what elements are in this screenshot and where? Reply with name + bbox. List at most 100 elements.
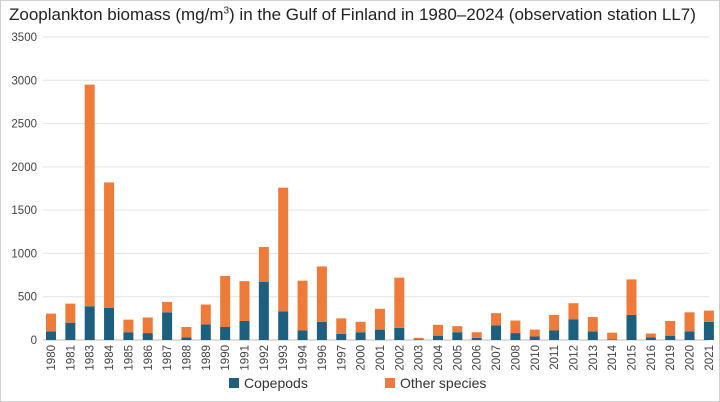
bar-segment [665, 335, 676, 340]
x-tick-label: 2002 [394, 345, 406, 371]
bar-segment [181, 337, 192, 340]
bar-segment [433, 324, 443, 336]
bar-segment [491, 325, 502, 340]
x-tick-label: 2008 [510, 345, 522, 371]
legend-swatch [385, 378, 395, 388]
x-tick-label: 2004 [433, 344, 445, 370]
x-tick-label: 2020 [685, 345, 697, 371]
legend-label: Other species [400, 375, 486, 391]
x-tick-label: 1985 [123, 345, 135, 371]
bar-segment [46, 313, 56, 332]
legend-label: Copepods [244, 375, 308, 391]
bar-segment [394, 277, 405, 328]
bar-segment [645, 337, 656, 340]
bar-segment [607, 332, 618, 340]
x-tick-label: 1983 [85, 345, 97, 371]
bar-segment [181, 327, 192, 338]
bar-segment [162, 301, 173, 313]
bar-segment [568, 303, 579, 320]
bar-segment [258, 281, 269, 340]
x-tick-label: 1980 [46, 345, 58, 371]
x-tick-label: 2000 [356, 345, 368, 371]
x-tick-label: 1984 [104, 344, 116, 370]
y-tick-label: 1000 [11, 248, 37, 260]
x-tick-label: 1994 [298, 344, 310, 370]
x-tick-label: 1988 [181, 345, 193, 371]
bar-segment [278, 187, 289, 312]
y-tick-label: 0 [31, 335, 37, 347]
chart-title: Zooplankton biomass (mg/m3) in the Gulf … [9, 5, 696, 25]
bar-segment [684, 331, 695, 340]
bar-segment [374, 308, 385, 330]
bar-segment [123, 332, 134, 340]
chart-title-prefix: Zooplankton biomass (mg/m [9, 5, 224, 24]
bar-segment [104, 307, 115, 340]
x-tick-label: 2013 [588, 345, 600, 371]
bar-segment [549, 330, 560, 340]
y-tick-label: 500 [18, 292, 37, 304]
bar-segment [316, 321, 327, 340]
bar-segment [452, 332, 463, 340]
x-tick-label: 2007 [491, 345, 503, 371]
bar-segment [104, 182, 115, 308]
bar-segment [433, 335, 443, 340]
legend-swatch [229, 378, 239, 388]
x-tick-label: 2005 [452, 345, 464, 371]
x-tick-label: 1987 [162, 345, 174, 371]
bar-segment [471, 337, 482, 340]
bar-segment [65, 322, 76, 340]
x-tick-label: 2019 [665, 345, 677, 371]
bar-segment [200, 324, 211, 340]
bar-segment [297, 280, 308, 331]
bar-segment [84, 84, 95, 307]
bar-segment [316, 266, 327, 322]
x-tick-label: 1993 [278, 345, 290, 371]
x-tick-label: 1996 [317, 345, 329, 371]
bar-segment [220, 275, 231, 328]
x-tick-label: 2021 [704, 345, 716, 371]
bar-segment [142, 333, 153, 340]
bar-segment [587, 317, 598, 332]
x-tick-label: 1989 [201, 345, 213, 371]
y-tick-label: 1500 [11, 205, 37, 217]
x-tick-label: 1992 [259, 345, 271, 371]
bar-segment [703, 321, 714, 340]
bar-segment [510, 333, 521, 340]
x-tick-label: 2016 [646, 345, 658, 371]
x-tick-label: 1986 [143, 345, 155, 371]
bar-segment [529, 329, 540, 337]
y-tick-label: 3000 [11, 75, 37, 87]
bar-segment [336, 318, 347, 334]
bar-segment [200, 304, 211, 325]
bar-segment [355, 321, 366, 333]
bar-segment [46, 331, 56, 340]
x-tick-label: 1997 [336, 345, 348, 371]
bar-segment [471, 332, 482, 338]
bar-segment [665, 320, 676, 336]
bar-segment [65, 303, 76, 323]
bar-segment [645, 333, 656, 338]
x-tick-label: 2003 [414, 345, 426, 371]
y-tick-label: 2500 [11, 119, 37, 131]
x-tick-label: 2010 [530, 345, 542, 371]
bar-segment [258, 246, 269, 282]
bar-segment [394, 327, 405, 340]
x-tick-label: 2006 [472, 345, 484, 371]
bar-segment [374, 329, 385, 340]
bar-segment [355, 332, 366, 340]
bar-segment [452, 326, 463, 333]
y-tick-label: 2000 [11, 162, 37, 174]
bar-segment [529, 336, 540, 340]
bar-segment [162, 312, 173, 340]
bar-segment [278, 311, 289, 340]
bar-segment [510, 320, 521, 334]
bar-segment [684, 312, 695, 332]
bar-segment [626, 314, 637, 340]
x-tick-label: 1991 [240, 345, 252, 371]
x-tick-label: 2011 [549, 345, 561, 370]
x-tick-label: 2014 [607, 344, 619, 370]
bar-segment [568, 319, 579, 340]
bar-segment [142, 317, 153, 334]
